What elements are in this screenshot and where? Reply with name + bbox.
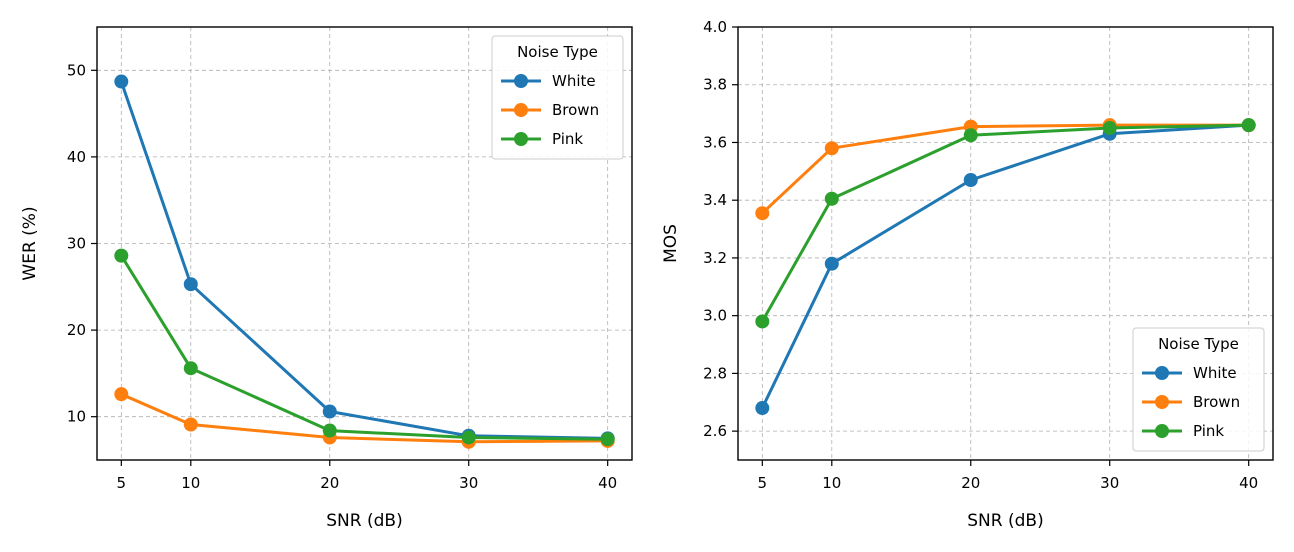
data-point-white	[114, 74, 129, 89]
y-tick-label: 3.4	[703, 191, 727, 209]
legend-swatch-marker	[1155, 366, 1169, 380]
legend: Noise Type White Brown Pink	[491, 35, 624, 160]
y-tick-label: 2.8	[703, 364, 727, 382]
legend-label-white: White	[1193, 364, 1237, 382]
data-point-pink	[824, 191, 839, 206]
y-tick-label: 4.0	[703, 18, 727, 36]
data-point-pink	[600, 432, 615, 447]
y-axis-label: MOS	[661, 224, 681, 263]
legend-swatch-marker	[1155, 395, 1169, 409]
mos-chart: 5 10 20 30 40 2.6 2.8 3.0 3.2 3.4 3.6 3.8 4.0 SNR (dB…	[661, 18, 1274, 531]
data-point-white	[963, 172, 978, 187]
x-tick-label: 40	[598, 474, 617, 492]
x-tick-label: 10	[181, 474, 200, 492]
data-point-brown	[183, 417, 198, 432]
x-tick-label: 40	[1239, 474, 1258, 492]
legend-title: Noise Type	[517, 43, 598, 61]
data-point-brown	[114, 387, 129, 402]
data-point-pink	[963, 128, 978, 143]
data-point-pink	[114, 248, 129, 263]
legend-label-pink: Pink	[1193, 422, 1224, 440]
legend-label-pink: Pink	[552, 130, 583, 148]
data-point-brown	[824, 141, 839, 156]
plot-frame	[737, 26, 1274, 461]
y-tick-label: 20	[67, 321, 86, 339]
data-point-pink	[183, 361, 198, 376]
x-axis-label: SNR (dB)	[326, 511, 402, 531]
x-axis-label: SNR (dB)	[967, 511, 1043, 531]
legend-label-brown: Brown	[552, 101, 599, 119]
data-point-pink	[461, 430, 476, 445]
data-point-white	[824, 256, 839, 271]
x-tick-label: 20	[320, 474, 339, 492]
y-tick-label: 50	[67, 61, 86, 79]
y-tick-label: 10	[67, 408, 86, 426]
data-point-white	[183, 277, 198, 292]
y-axis-label: WER (%)	[20, 206, 40, 280]
data-point-pink	[1241, 118, 1256, 133]
x-tick-label: 30	[459, 474, 478, 492]
wer-chart: 5 10 20 30 40 10 20 30 40 50 SNR (dB) WER (%) Noise …	[20, 26, 633, 531]
y-tick-label: 3.8	[703, 76, 727, 94]
x-tick-label: 5	[117, 474, 127, 492]
legend-label-brown: Brown	[1193, 393, 1240, 411]
data-point-white	[755, 401, 770, 416]
data-point-pink	[1102, 121, 1117, 136]
legend: Noise Type White Brown Pink	[1132, 327, 1265, 452]
data-point-pink	[322, 423, 337, 438]
legend-box	[491, 35, 624, 160]
y-tick-label: 40	[67, 148, 86, 166]
legend-swatch-marker	[514, 103, 528, 117]
data-point-pink	[755, 314, 770, 329]
x-tick-label: 20	[961, 474, 980, 492]
y-tick-label: 30	[67, 235, 86, 253]
y-tick-label: 3.6	[703, 133, 727, 151]
legend-swatch-marker	[1155, 424, 1169, 438]
legend-swatch-marker	[514, 74, 528, 88]
legend-title: Noise Type	[1158, 335, 1239, 353]
y-tick-label: 3.2	[703, 249, 727, 267]
series-line-pink	[760, 123, 1249, 323]
y-tick-label: 3.0	[703, 307, 727, 325]
x-tick-label: 5	[758, 474, 768, 492]
legend-label-white: White	[552, 72, 596, 90]
data-point-white	[322, 404, 337, 419]
x-tick-label: 10	[822, 474, 841, 492]
legend-box	[1132, 327, 1265, 452]
legend-swatch-marker	[514, 132, 528, 146]
y-tick-label: 2.6	[703, 422, 727, 440]
x-tick-label: 30	[1100, 474, 1119, 492]
data-point-brown	[755, 206, 770, 221]
